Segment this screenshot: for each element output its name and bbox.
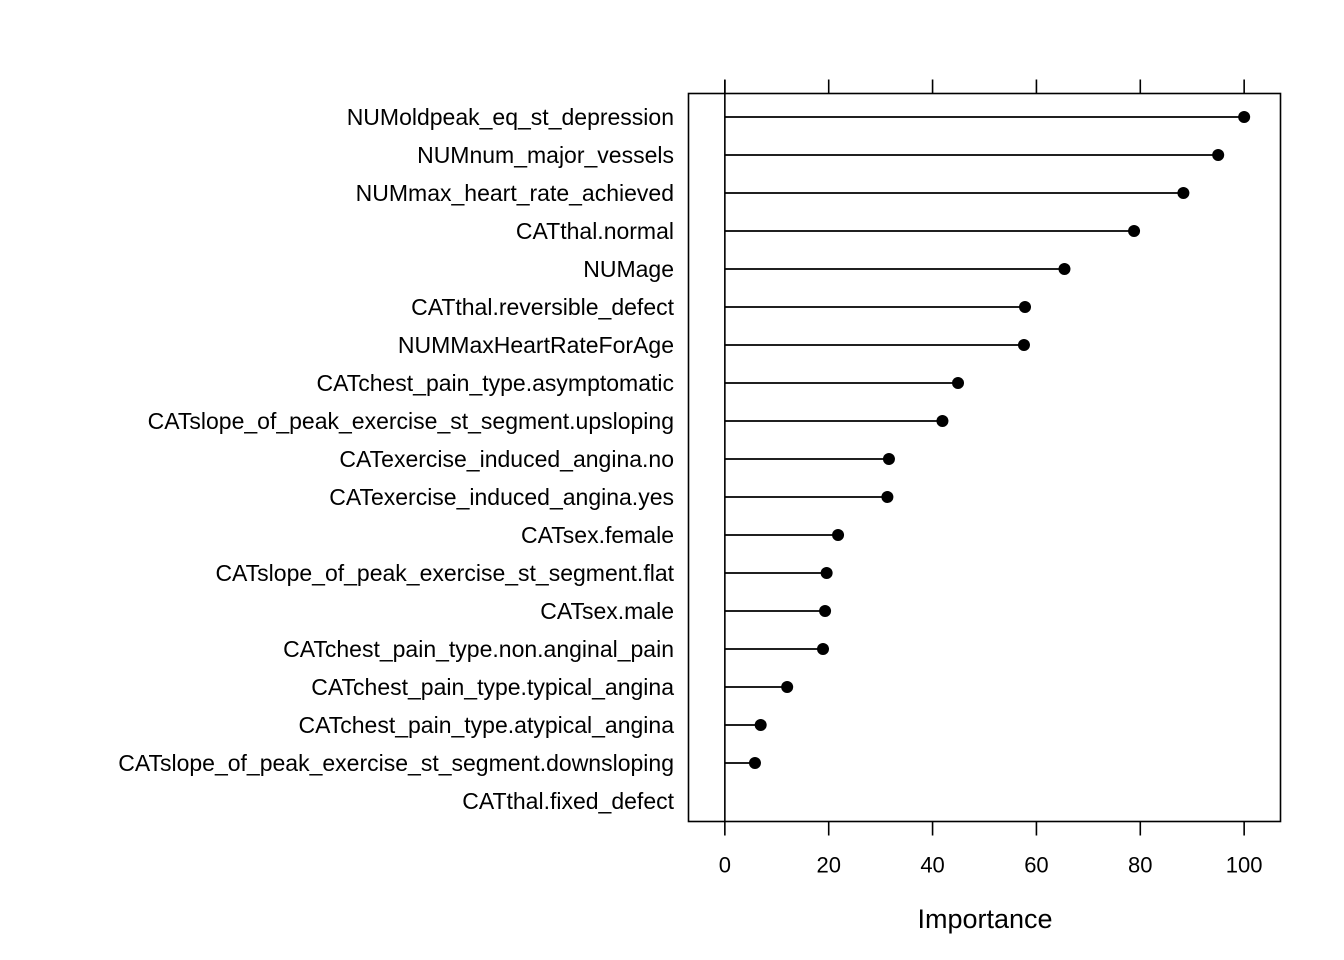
category-label: CATchest_pain_type.atypical_angina	[299, 712, 675, 738]
category-label: CATexercise_induced_angina.no	[339, 446, 674, 472]
importance-point	[1238, 111, 1251, 123]
category-label: NUMMaxHeartRateForAge	[398, 332, 674, 358]
x-tick-label: 0	[719, 853, 731, 878]
category-label: CATthal.fixed_defect	[462, 788, 674, 814]
category-label: NUMage	[583, 256, 674, 282]
data-marks	[724, 111, 1251, 769]
category-label: CATexercise_induced_angina.yes	[329, 484, 674, 510]
x-tick-label: 80	[1128, 853, 1152, 878]
importance-point	[816, 643, 829, 655]
importance-point	[781, 681, 794, 693]
category-label: CATchest_pain_type.asymptomatic	[316, 370, 674, 396]
category-label: CATthal.reversible_defect	[411, 294, 675, 320]
category-label: CATchest_pain_type.typical_angina	[311, 674, 674, 700]
x-axis: 0 20 40 60 80 100	[719, 821, 1263, 878]
plot-frame	[687, 92, 1282, 823]
importance-point	[936, 415, 949, 427]
x-tick-label: 60	[1024, 853, 1048, 878]
x-tick-label: 100	[1226, 853, 1263, 878]
importance-point	[881, 491, 894, 503]
importance-point	[1017, 339, 1030, 351]
top-axis-ticks	[724, 79, 1245, 94]
category-label: CATthal.normal	[516, 218, 674, 244]
importance-point	[820, 567, 833, 579]
importance-point	[819, 605, 832, 617]
category-label: CATchest_pain_type.non.anginal_pain	[283, 636, 674, 662]
category-label: NUMoldpeak_eq_st_depression	[347, 104, 674, 130]
importance-point	[1128, 225, 1141, 237]
importance-point	[754, 719, 767, 731]
category-labels: NUMoldpeak_eq_st_depression NUMnum_major_…	[118, 104, 674, 814]
category-label: CATsex.male	[540, 598, 674, 624]
category-label: CATslope_of_peak_exercise_st_segment.ups…	[148, 408, 674, 434]
x-tick-label: 40	[920, 853, 944, 878]
importance-point	[1058, 263, 1071, 275]
importance-point	[832, 529, 845, 541]
importance-point	[748, 757, 761, 769]
importance-point	[1212, 149, 1225, 161]
importance-point	[952, 377, 965, 389]
importance-point	[1019, 301, 1032, 313]
category-label: CATsex.female	[521, 522, 674, 548]
x-tick-label: 20	[816, 853, 840, 878]
importance-point	[882, 453, 895, 465]
category-label: NUMnum_major_vessels	[417, 142, 674, 168]
x-axis-title: Importance	[917, 904, 1052, 934]
importance-point	[1177, 187, 1190, 199]
category-label: NUMmax_heart_rate_achieved	[356, 180, 674, 206]
category-label: CATslope_of_peak_exercise_st_segment.fla…	[215, 560, 674, 586]
category-label: CATslope_of_peak_exercise_st_segment.dow…	[118, 750, 674, 776]
